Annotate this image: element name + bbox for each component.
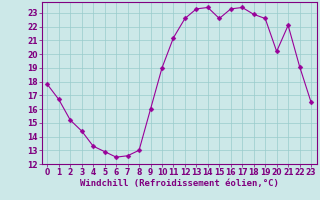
X-axis label: Windchill (Refroidissement éolien,°C): Windchill (Refroidissement éolien,°C) bbox=[80, 179, 279, 188]
